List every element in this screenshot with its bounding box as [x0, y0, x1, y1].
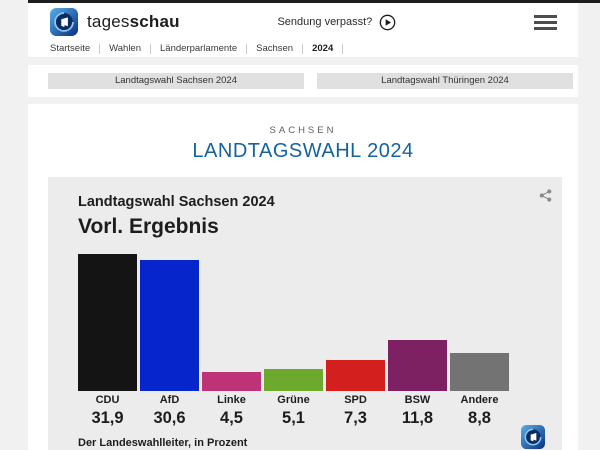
brand-name: tagesschau — [87, 12, 180, 31]
bar-chart-values: 31,9 30,6 4,5 5,1 7,3 11,8 8,8 — [78, 406, 532, 428]
bar-column-cdu — [78, 254, 137, 391]
bar-chart-labels: CDU AfD Linke Grüne SPD BSW Andere — [78, 391, 532, 406]
breadcrumb: Startseite Wahlen Länderparlamente Sachsen 2… — [28, 41, 578, 58]
bar-chart — [78, 254, 532, 391]
party-value-spd: 7,3 — [344, 409, 367, 427]
play-icon[interactable] — [379, 14, 396, 31]
party-value-bsw: 11,8 — [401, 409, 434, 427]
party-value-andere: 8,8 — [468, 409, 491, 427]
bar-column-afd — [140, 254, 199, 391]
party-value-cdu: 31,9 — [91, 409, 124, 427]
share-icon — [539, 189, 552, 202]
header-top-row: tagesschau Sendung verpasst? — [28, 3, 578, 41]
hamburger-icon — [534, 26, 557, 30]
bar-afd — [140, 259, 199, 391]
election-tabs: Landtagswahl Sachsen 2024 Landtagswahl Th… — [28, 73, 573, 89]
bar-andere — [450, 353, 509, 391]
bar-spd — [326, 359, 385, 391]
section-divider — [28, 97, 578, 104]
sendung-verpasst-link[interactable]: Sendung verpasst? — [140, 14, 534, 31]
party-label-linke: Linke — [217, 394, 246, 406]
tab-landtagswahl-sachsen-2024[interactable]: Landtagswahl Sachsen 2024 — [48, 73, 304, 89]
breadcrumb-item-länderparlamente[interactable]: Länderparlamente — [151, 44, 248, 54]
sendung-verpasst-label: Sendung verpasst? — [277, 16, 373, 28]
bar-cdu — [78, 254, 137, 391]
bar-bsw — [388, 340, 447, 391]
election-tabs-section: Landtagswahl Sachsen 2024 Landtagswahl Th… — [28, 65, 578, 97]
bar-column-grüne — [264, 254, 323, 391]
bar-column-spd — [326, 254, 385, 391]
breadcrumb-item-wahlen[interactable]: Wahlen — [100, 44, 151, 54]
site-header: tagesschau Sendung verpasst? Startseite W… — [28, 3, 578, 58]
tagesschau-watermark-icon — [521, 425, 545, 449]
party-label-spd: SPD — [344, 394, 367, 406]
election-result-card: Landtagswahl Sachsen 2024 Vorl. Ergebnis… — [48, 177, 562, 450]
party-value-afd: 30,6 — [153, 409, 186, 427]
page-title: LANDTAGSWAHL 2024 — [192, 140, 414, 162]
tab-landtagswahl-thüringen-2024[interactable]: Landtagswahl Thüringen 2024 — [317, 73, 573, 89]
chart-source: Der Landeswahlleiter, in Prozent — [78, 437, 248, 449]
bar-column-bsw — [388, 254, 447, 391]
bar-column-andere — [450, 254, 509, 391]
chart-title: Vorl. Ergebnis — [78, 215, 219, 238]
bar-column-linke — [202, 254, 261, 391]
bar-grüne — [264, 369, 323, 391]
breadcrumb-item-startseite[interactable]: Startseite — [50, 44, 101, 54]
party-label-bsw: BSW — [404, 394, 431, 406]
hamburger-icon — [534, 20, 557, 24]
breadcrumb-item-2024[interactable]: 2024 — [303, 44, 344, 54]
main-content: SACHSEN LANDTAGSWAHL 2024 Landtagswahl S… — [28, 104, 578, 450]
party-value-grüne: 5,1 — [282, 409, 305, 427]
menu-button[interactable] — [534, 13, 557, 32]
section-divider — [28, 58, 578, 65]
brand-home-link[interactable]: tagesschau — [50, 8, 180, 36]
party-label-afd: AfD — [159, 394, 180, 406]
chart-subtitle: Landtagswahl Sachsen 2024 — [78, 194, 275, 210]
hamburger-icon — [534, 14, 557, 18]
share-button[interactable] — [537, 187, 554, 207]
bar-linke — [202, 371, 261, 391]
top-banner — [28, 0, 600, 3]
breadcrumb-item-sachsen[interactable]: Sachsen — [247, 44, 304, 54]
tagesschau-logo-icon — [50, 8, 78, 36]
page-container: tagesschau Sendung verpasst? Startseite W… — [28, 3, 578, 450]
party-label-grüne: Grüne — [277, 394, 310, 406]
party-value-linke: 4,5 — [220, 409, 243, 427]
party-label-andere: Andere — [460, 394, 499, 406]
region-kicker: SACHSEN — [269, 125, 337, 136]
party-label-cdu: CDU — [95, 394, 120, 406]
